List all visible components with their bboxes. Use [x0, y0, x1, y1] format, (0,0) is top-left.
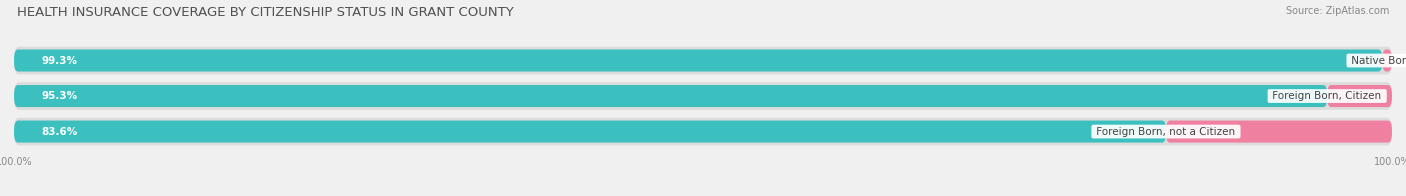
FancyBboxPatch shape: [14, 118, 1392, 145]
Text: Foreign Born, not a Citizen: Foreign Born, not a Citizen: [1094, 127, 1239, 137]
Text: Source: ZipAtlas.com: Source: ZipAtlas.com: [1285, 6, 1389, 16]
FancyBboxPatch shape: [14, 47, 1392, 74]
Text: 95.3%: 95.3%: [42, 91, 77, 101]
Text: 83.6%: 83.6%: [42, 127, 77, 137]
FancyBboxPatch shape: [1166, 121, 1392, 142]
FancyBboxPatch shape: [14, 82, 1392, 110]
FancyBboxPatch shape: [14, 50, 1382, 72]
Text: Foreign Born, Citizen: Foreign Born, Citizen: [1270, 91, 1385, 101]
Text: HEALTH INSURANCE COVERAGE BY CITIZENSHIP STATUS IN GRANT COUNTY: HEALTH INSURANCE COVERAGE BY CITIZENSHIP…: [17, 6, 513, 19]
Text: 99.3%: 99.3%: [42, 55, 77, 65]
FancyBboxPatch shape: [1327, 85, 1392, 107]
FancyBboxPatch shape: [14, 85, 1327, 107]
FancyBboxPatch shape: [14, 121, 1166, 142]
FancyBboxPatch shape: [1382, 50, 1392, 72]
Text: Native Born: Native Born: [1348, 55, 1406, 65]
